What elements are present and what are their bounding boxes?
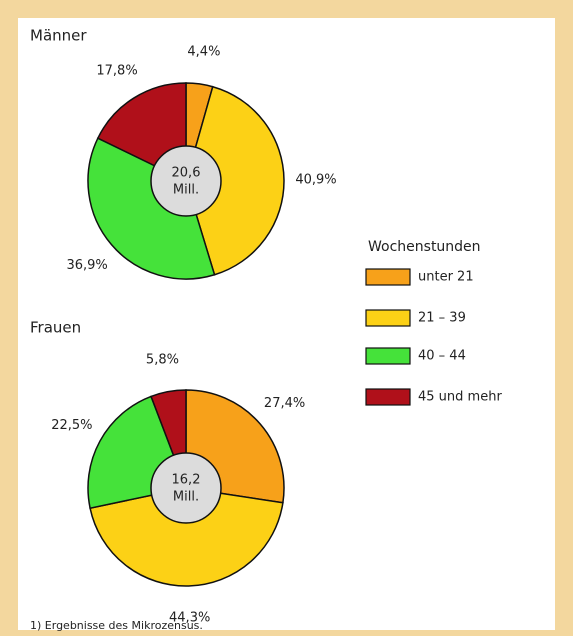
legend-swatch (365, 347, 411, 365)
data-label: 5,8% (146, 353, 179, 368)
data-label: 17,8% (96, 63, 137, 78)
data-label: 27,4% (264, 396, 305, 411)
center-text: Mill. (173, 183, 199, 198)
legend-swatch (365, 388, 411, 406)
legend-label: unter 21 (418, 270, 474, 285)
legend-label: 21 – 39 (418, 311, 466, 326)
center-hole (150, 452, 222, 524)
center-text: 16,2 (172, 473, 201, 488)
pie-slice (89, 487, 284, 587)
data-label: 22,5% (51, 418, 92, 433)
chart-title: Männer (30, 27, 87, 45)
panel (18, 18, 555, 630)
legend-title: Wochenstunden (368, 239, 481, 255)
data-label: 36,9% (66, 258, 107, 273)
legend-swatch (365, 268, 411, 286)
chart-title: Frauen (30, 319, 81, 337)
center-text: Mill. (173, 490, 199, 505)
pie-slice (185, 85, 285, 276)
data-label: 40,9% (295, 172, 336, 187)
data-label: 4,4% (187, 45, 220, 60)
legend-label: 45 und mehr (418, 390, 502, 405)
pie-slice (87, 137, 216, 280)
legend-swatch (365, 309, 411, 327)
legend-label: 40 – 44 (418, 349, 466, 364)
footnote: 1) Ergebnisse des Mikrozensus. (30, 619, 203, 632)
data-label: 44,3% (169, 610, 210, 625)
center-hole (150, 145, 222, 217)
center-text: 20,6 (172, 166, 201, 181)
